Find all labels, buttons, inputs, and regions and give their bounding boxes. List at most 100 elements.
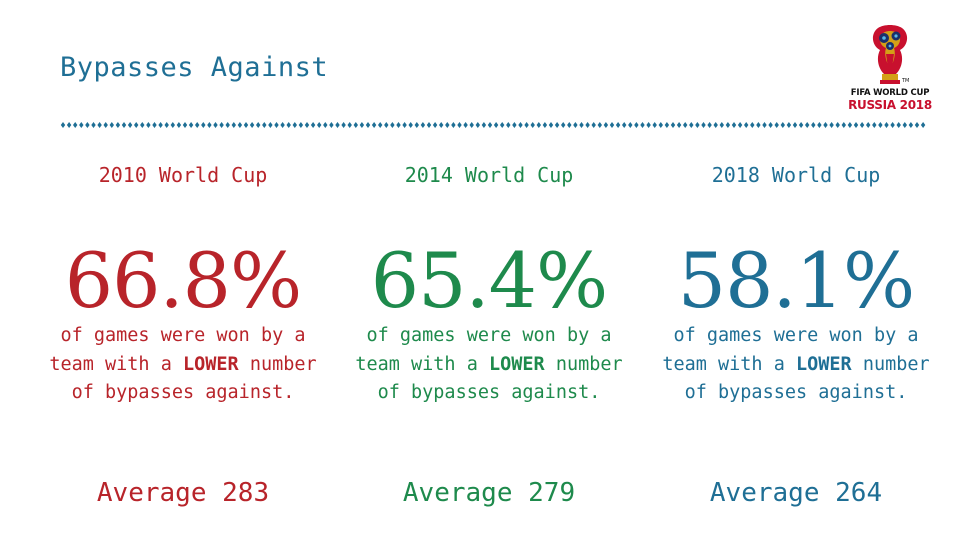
divider-dot <box>97 122 102 128</box>
divider-dot <box>597 122 602 128</box>
divider-dot <box>628 122 633 128</box>
divider-dot <box>615 122 621 128</box>
divider-dot <box>164 122 169 128</box>
column-description: of games were won by a team with a LOWER… <box>49 325 317 403</box>
divider-dot <box>390 122 395 128</box>
divider-dot <box>426 122 432 128</box>
divider-dot <box>701 122 706 128</box>
divider-dot <box>396 122 401 128</box>
column-percentage: 65.4% <box>370 236 608 325</box>
divider-dot <box>439 122 444 128</box>
column-2014: 2014 World Cup 65.4% of games were won b… <box>339 160 639 508</box>
divider-dot <box>280 122 285 128</box>
divider-dot <box>719 122 724 128</box>
divider-dot <box>146 122 151 128</box>
divider-dot <box>744 122 749 128</box>
column-description: of games were won by a team with a LOWER… <box>662 325 930 403</box>
divider-dot <box>841 122 846 128</box>
divider-dot <box>524 122 529 128</box>
divider-dot <box>817 122 822 128</box>
divider-dot <box>256 122 261 128</box>
divider-dot <box>878 122 883 128</box>
slide-title: Bypasses Against <box>60 52 329 83</box>
column-description: of games were won by a team with a LOWER… <box>355 325 623 403</box>
divider-dot <box>140 122 145 128</box>
divider-dot <box>359 122 365 128</box>
divider-dot <box>329 122 334 128</box>
divider-dot <box>835 122 840 128</box>
divider-dot <box>792 122 798 128</box>
divider-dot <box>225 122 230 128</box>
column-percentage: 66.8% <box>64 236 302 325</box>
divider-dot <box>829 122 834 128</box>
divider-dot <box>536 122 541 128</box>
divider-dot <box>286 122 291 128</box>
logo-text-fifa-world-cup: FIFA WORLD CUP <box>850 88 930 98</box>
logo-text-russia-2018: RUSSIA 2018 <box>848 98 932 112</box>
divider-dot <box>670 122 676 128</box>
column-heading: 2010 World Cup <box>98 163 268 187</box>
divider-dot <box>127 122 133 128</box>
divider-dot <box>683 122 688 128</box>
divider-dot <box>774 122 779 128</box>
divider-dot <box>66 122 72 128</box>
divider-dot <box>420 122 426 128</box>
divider-dot <box>134 122 139 128</box>
divider-dot <box>310 122 316 128</box>
divider-dot <box>731 122 737 128</box>
divider-dot <box>695 122 700 128</box>
divider-dot <box>890 122 895 128</box>
divider-dot <box>201 122 206 128</box>
divider-dot <box>384 122 389 128</box>
column-average: Average 279 <box>402 478 576 508</box>
divider-dot <box>487 122 493 128</box>
divider-dot <box>414 122 419 128</box>
divider-dot <box>713 122 718 128</box>
divider-dot <box>91 122 96 128</box>
divider-dot <box>518 122 523 128</box>
divider-dot <box>353 122 358 128</box>
divider-dot <box>896 122 901 128</box>
world-cup-trophy-icon: TM <box>872 25 909 84</box>
divider-dot <box>60 122 66 128</box>
divider-dot <box>323 122 328 128</box>
divider-dot <box>469 122 474 128</box>
divider-dot <box>859 122 865 128</box>
divider-dot <box>85 122 90 128</box>
divider-dot <box>213 122 218 128</box>
divider-dot <box>475 122 480 128</box>
column-2010: 2010 World Cup 66.8% of games were won b… <box>33 160 333 508</box>
divider-dot <box>152 122 157 128</box>
divider-dot <box>750 122 755 128</box>
column-2018: 2018 World Cup 58.1% of games were won b… <box>646 160 946 508</box>
divider-dot <box>585 122 590 128</box>
divider-dot <box>347 122 352 128</box>
divider-dot <box>811 122 816 128</box>
divider-dot <box>506 122 511 128</box>
divider-dot <box>231 122 236 128</box>
divider-dot <box>219 122 224 128</box>
svg-text:TM: TM <box>901 78 909 84</box>
divider-dot <box>182 122 188 128</box>
divider-dot <box>121 122 127 128</box>
divider-dot <box>512 122 517 128</box>
divider-dot <box>805 122 810 128</box>
divider-dot <box>402 122 407 128</box>
divider-dot <box>920 122 926 128</box>
divider-dot <box>237 122 243 128</box>
divider-dot <box>902 122 907 128</box>
column-heading: 2018 World Cup <box>711 163 881 187</box>
divider-dot <box>554 122 560 128</box>
divider-dot <box>317 122 322 128</box>
divider-dot <box>542 122 548 128</box>
divider-dot <box>298 122 304 128</box>
divider-dot <box>195 122 200 128</box>
column-average: Average 283 <box>96 478 270 508</box>
divider-dot <box>622 122 627 128</box>
divider-dot <box>73 122 78 128</box>
divider-dot <box>780 122 785 128</box>
divider-dot <box>262 122 267 128</box>
divider-dot <box>445 122 450 128</box>
divider-dot <box>646 122 651 128</box>
divider-dot <box>103 122 108 128</box>
